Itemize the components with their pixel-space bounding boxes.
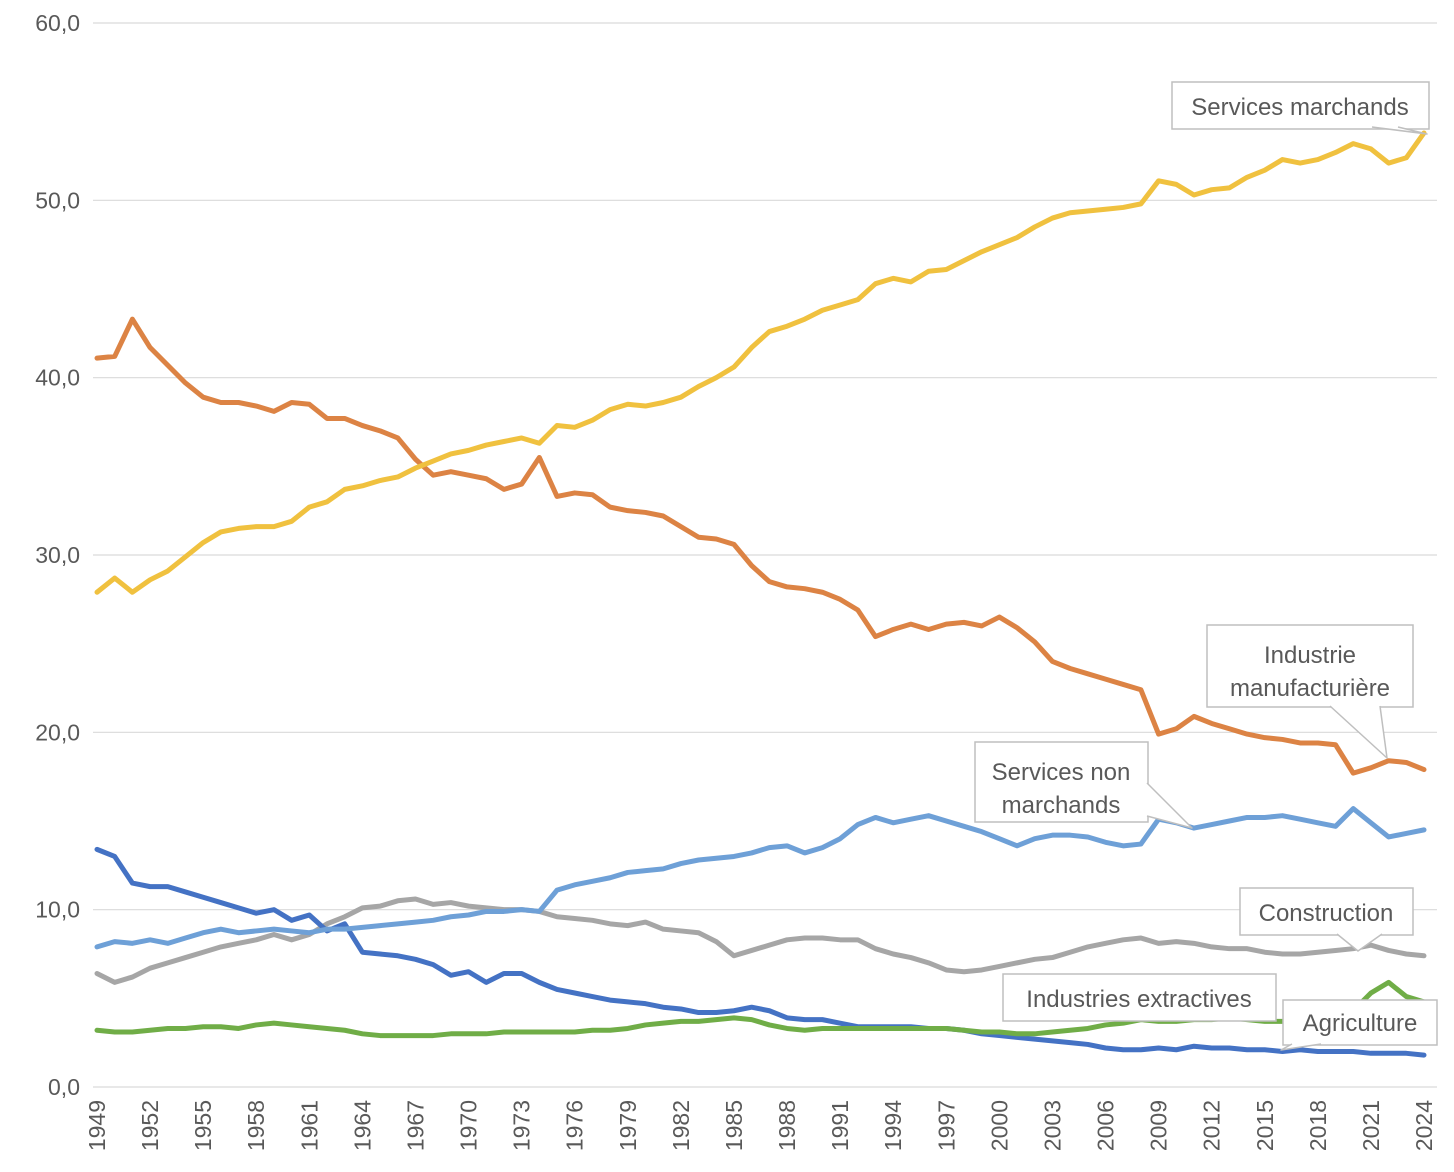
callout-label: Industries extractives [1026, 986, 1251, 1013]
svg-text:2000: 2000 [986, 1100, 1012, 1151]
callout-box [1171, 81, 1430, 130]
callout-box [1206, 624, 1414, 708]
svg-text:1988: 1988 [774, 1100, 800, 1151]
svg-text:1997: 1997 [933, 1100, 959, 1151]
callout-box [1002, 973, 1277, 1022]
callout-construction: Construction [1239, 887, 1414, 952]
svg-text:1970: 1970 [456, 1100, 482, 1151]
svg-text:1964: 1964 [349, 1100, 375, 1151]
svg-text:2018: 2018 [1305, 1100, 1331, 1151]
callout-pointer [1329, 705, 1388, 759]
callout-label: Agriculture [1303, 1010, 1418, 1037]
svg-text:1991: 1991 [827, 1100, 853, 1151]
svg-text:2012: 2012 [1199, 1100, 1225, 1151]
series-line-5 [94, 846, 1427, 1058]
svg-text:10,0: 10,0 [35, 897, 80, 923]
svg-text:2009: 2009 [1146, 1100, 1172, 1151]
callout-label-line1: Industrie [1264, 642, 1356, 669]
svg-text:2021: 2021 [1358, 1100, 1384, 1151]
callout-label-line1: Services non [992, 759, 1131, 786]
svg-text:2003: 2003 [1039, 1100, 1065, 1151]
svg-text:1979: 1979 [615, 1100, 641, 1151]
callout-box [974, 741, 1149, 823]
svg-text:20,0: 20,0 [35, 719, 80, 745]
svg-text:2006: 2006 [1093, 1100, 1119, 1151]
series-line-3 [94, 896, 1427, 985]
svg-text:0,0: 0,0 [48, 1074, 80, 1100]
svg-text:1949: 1949 [84, 1100, 110, 1151]
svg-text:1985: 1985 [721, 1100, 747, 1151]
gridlines [93, 22, 1437, 1088]
svg-text:1973: 1973 [509, 1100, 535, 1151]
series-line-0 [94, 130, 1427, 595]
callout-pointer [1146, 782, 1193, 829]
svg-text:50,0: 50,0 [35, 187, 80, 213]
callout-label-line2: marchands [1002, 792, 1121, 819]
svg-text:1961: 1961 [296, 1100, 322, 1151]
series-line-2 [94, 806, 1427, 950]
svg-text:1955: 1955 [190, 1100, 216, 1151]
callout-pointer [1371, 126, 1428, 135]
svg-text:1982: 1982 [668, 1100, 694, 1151]
series-line-1 [94, 316, 1427, 776]
callout-industries-extractives: Industries extractives [1002, 973, 1277, 1022]
svg-text:1994: 1994 [880, 1100, 906, 1151]
y-axis-labels: 0,0 10,0 20,0 30,0 40,0 50,0 60,0 [35, 10, 80, 1100]
callout-pointer [1280, 1043, 1322, 1051]
callout-box [1282, 999, 1438, 1046]
svg-text:1967: 1967 [402, 1100, 428, 1151]
svg-text:1976: 1976 [562, 1100, 588, 1151]
series-lines [94, 130, 1427, 1058]
svg-text:40,0: 40,0 [35, 365, 80, 391]
x-axis-labels: 1949 1952 1955 1958 1961 1964 1967 1970 1973 1976… [84, 1100, 1437, 1151]
svg-text:2024: 2024 [1411, 1100, 1437, 1151]
svg-text:1952: 1952 [137, 1100, 163, 1151]
svg-text:30,0: 30,0 [35, 542, 80, 568]
callout-label-line2: manufacturière [1230, 675, 1390, 702]
svg-text:60,0: 60,0 [35, 10, 80, 36]
svg-text:2015: 2015 [1252, 1100, 1278, 1151]
callout-industrie-manufacturiere: Industrie manufacturière [1206, 624, 1414, 759]
callout-agriculture: Agriculture [1280, 999, 1438, 1051]
svg-text:1958: 1958 [243, 1100, 269, 1151]
callout-services-marchands: Services marchands [1171, 81, 1430, 135]
callout-label: Construction [1259, 900, 1394, 927]
callout-pointer [1336, 933, 1383, 952]
callout-services-non-marchands: Services non marchands [974, 741, 1193, 829]
callout-label: Services marchands [1191, 94, 1408, 121]
callout-box [1239, 887, 1414, 936]
